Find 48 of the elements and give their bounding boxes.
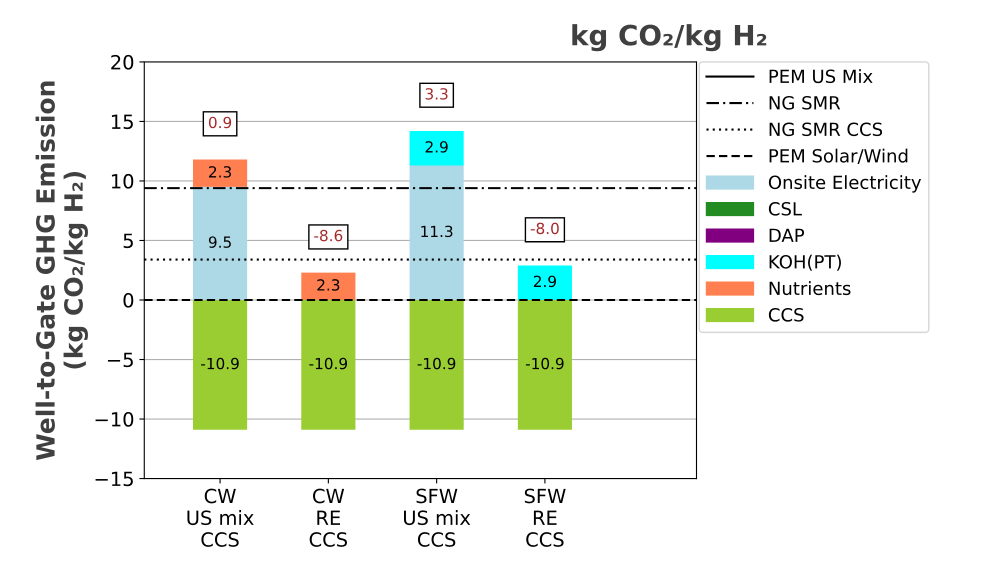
bar <box>193 300 248 430</box>
y-tick-label: 5 <box>124 234 133 248</box>
data-label: -10.9 <box>309 358 348 370</box>
bar <box>301 272 356 300</box>
total-label: 3.3 <box>426 88 448 100</box>
bar <box>410 300 464 430</box>
y-tick-label: −10 <box>96 412 134 427</box>
legend-label: NG SMR CCS <box>770 122 882 136</box>
legend-label: CSL <box>768 202 802 216</box>
legend-label: DAP <box>770 228 804 242</box>
x-tick-label: CW RE CCS <box>310 488 348 547</box>
data-label: 2.3 <box>209 166 231 178</box>
total-label: 0.9 <box>208 116 232 128</box>
text: kg CO₂/kg H₂ <box>572 24 766 52</box>
legend-label: Onsite Electricity <box>768 175 922 193</box>
y-tick-label: 20 <box>111 54 134 70</box>
data-label: -10.9 <box>526 358 564 370</box>
bar <box>410 130 464 166</box>
legend-label: CCS <box>768 308 804 322</box>
data-label: -10.9 <box>418 358 456 370</box>
bar <box>193 160 248 187</box>
y-axis-title: Well-to-Gate GHG Emission (kg CO₂/kg H₂) <box>36 82 88 460</box>
total-label: -8.0 <box>530 222 559 234</box>
data-label: -10.9 <box>201 358 239 370</box>
data-label: 2.3 <box>317 279 340 291</box>
y-tick-label: 15 <box>112 114 133 130</box>
bar <box>518 265 572 300</box>
y-tick-label: −15 <box>96 472 133 486</box>
legend-label: PEM Solar/Wind <box>770 148 908 164</box>
legend-label: KOH(PT) <box>770 254 841 271</box>
x-tick-label: CW US mix CCS <box>187 488 254 547</box>
total-label: -8.6 <box>314 230 342 242</box>
bar <box>301 300 356 430</box>
data-label: 9.5 <box>208 236 231 248</box>
data-label: 2.9 <box>534 276 556 288</box>
y-tick-label: −5 <box>108 352 133 368</box>
legend-label: PEM US Mix <box>770 69 873 84</box>
bar <box>518 300 572 430</box>
x-tick-label: SFW RE CCS <box>524 488 566 547</box>
bar <box>410 165 464 300</box>
y-tick-label: 10 <box>112 174 134 189</box>
data-label: 11.3 <box>421 226 452 238</box>
y-tick-label: 0 <box>123 292 134 308</box>
x-tick-label: SFW US mix CCS <box>404 488 470 547</box>
bar <box>193 186 248 300</box>
legend-label: Nutrients <box>770 281 850 296</box>
legend-label: NG SMR <box>770 96 840 110</box>
data-label: 2.9 <box>426 141 448 153</box>
